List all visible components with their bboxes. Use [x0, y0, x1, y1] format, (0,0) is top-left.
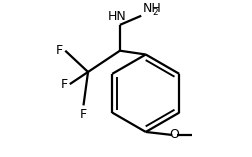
Text: O: O — [169, 128, 179, 141]
Text: F: F — [80, 108, 87, 121]
Text: 2: 2 — [152, 8, 158, 17]
Text: F: F — [60, 78, 68, 91]
Text: NH: NH — [143, 2, 162, 15]
Text: HN: HN — [108, 10, 126, 23]
Text: F: F — [56, 44, 63, 57]
